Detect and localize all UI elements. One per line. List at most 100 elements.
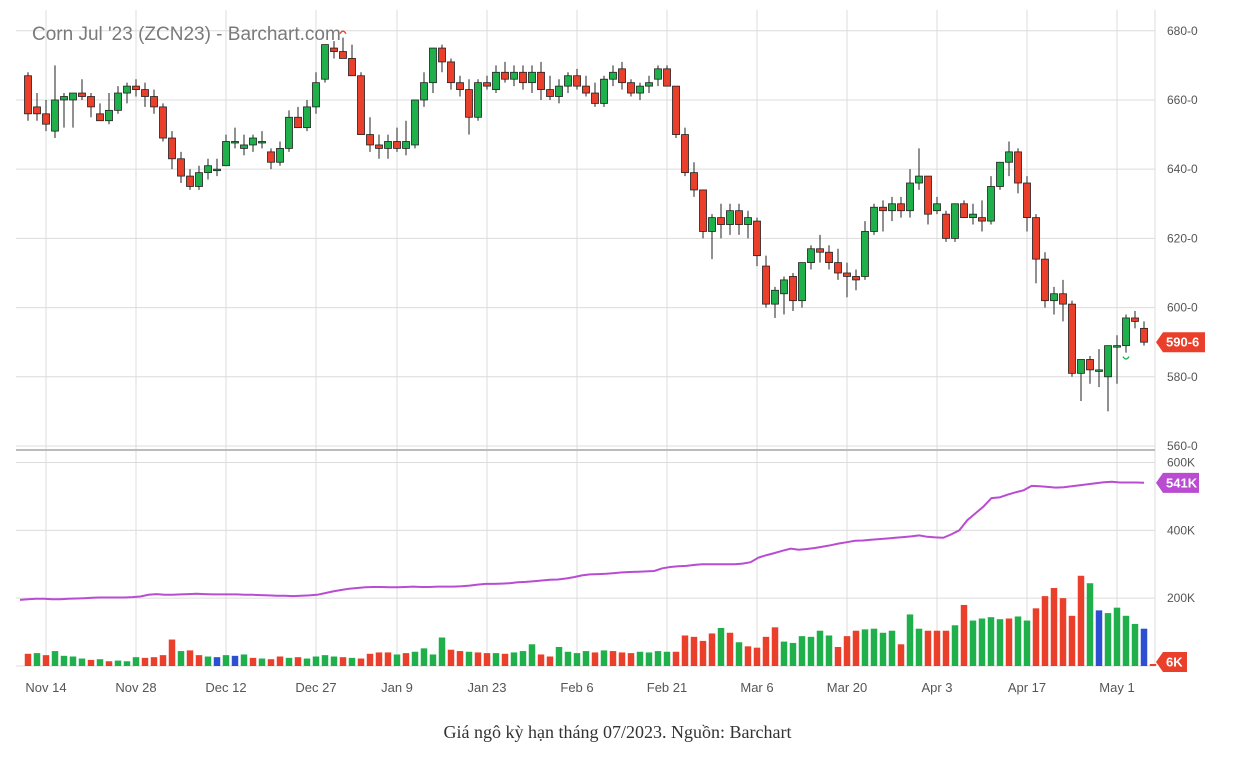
candle-body bbox=[204, 165, 212, 174]
candle-body bbox=[465, 89, 473, 118]
candle bbox=[645, 75, 653, 94]
candle-body bbox=[150, 96, 158, 108]
candle-body bbox=[51, 99, 59, 132]
volume-bar bbox=[69, 656, 77, 666]
volume-bar bbox=[555, 647, 563, 666]
candle bbox=[573, 68, 581, 90]
chart-background bbox=[0, 0, 1235, 700]
candle bbox=[168, 131, 176, 170]
candle-body bbox=[978, 217, 986, 222]
candle bbox=[195, 165, 203, 190]
volume-bar bbox=[393, 654, 401, 666]
candle bbox=[798, 262, 806, 308]
volume-bar bbox=[897, 644, 905, 666]
volume-bar bbox=[429, 654, 437, 666]
candle bbox=[636, 82, 644, 100]
candle bbox=[483, 75, 491, 90]
candle-body bbox=[951, 203, 959, 239]
candle-body bbox=[24, 75, 32, 115]
x-tick-label: Jan 23 bbox=[467, 680, 506, 695]
lower-tick-label: 400K bbox=[1167, 523, 1195, 537]
candle-body bbox=[717, 217, 725, 225]
candle bbox=[546, 75, 554, 100]
volume-bar bbox=[627, 653, 635, 666]
volume-bar bbox=[1005, 618, 1013, 666]
volume-bar bbox=[1104, 613, 1112, 666]
candle bbox=[933, 196, 941, 215]
volume-bar bbox=[24, 653, 32, 666]
candle-body bbox=[960, 203, 968, 219]
candle bbox=[177, 151, 185, 184]
volume-bar bbox=[672, 651, 680, 666]
candle-body bbox=[384, 141, 392, 149]
chart-title: Corn Jul '23 (ZCN23) - Barchart.com bbox=[32, 24, 341, 45]
candle-body bbox=[1122, 317, 1130, 347]
candle-body bbox=[645, 82, 653, 87]
volume-bar bbox=[1068, 615, 1076, 666]
candle-body bbox=[1041, 258, 1049, 302]
volume-bar bbox=[96, 659, 104, 666]
candle bbox=[366, 117, 374, 152]
candle-body bbox=[42, 113, 50, 125]
volume-bar bbox=[276, 656, 284, 666]
axis-layer: Nov 14 Nov 28 Dec 12 Dec 27 Jan 9 Jan 23 Feb 6… bbox=[25, 24, 1205, 695]
volume-bar bbox=[1023, 620, 1031, 666]
x-tick-label: Apr 17 bbox=[1008, 680, 1046, 695]
candle bbox=[447, 58, 455, 90]
candle-body bbox=[1032, 217, 1040, 260]
candle-body bbox=[168, 137, 176, 160]
candle bbox=[402, 120, 410, 156]
volume-bar bbox=[582, 651, 590, 666]
candle-body bbox=[1077, 359, 1085, 374]
open-interest-line bbox=[19, 480, 1145, 601]
volume-bar bbox=[573, 653, 581, 666]
candle bbox=[1050, 286, 1058, 315]
candle-body bbox=[240, 144, 248, 149]
volume-bar bbox=[789, 642, 797, 666]
volume-bar bbox=[888, 630, 896, 666]
x-tick-label: Jan 9 bbox=[381, 680, 413, 695]
price-tick-label: 600-0 bbox=[1167, 301, 1198, 315]
candle-body bbox=[114, 92, 122, 111]
candle bbox=[717, 203, 725, 239]
candle-body bbox=[600, 78, 608, 104]
volume-bar bbox=[654, 651, 662, 666]
volume-bar bbox=[951, 625, 959, 666]
candle-body bbox=[231, 141, 239, 144]
volume-bar bbox=[1077, 575, 1085, 666]
price-tick-label: 640-0 bbox=[1167, 162, 1198, 176]
candle bbox=[627, 79, 635, 97]
candle bbox=[123, 82, 131, 104]
candle-body bbox=[906, 182, 914, 212]
volume-bar bbox=[744, 646, 752, 666]
candle-body bbox=[861, 231, 869, 277]
volume-bar bbox=[150, 657, 158, 666]
volume-bar bbox=[1149, 663, 1157, 666]
candle-body bbox=[474, 82, 482, 118]
candle bbox=[438, 44, 446, 73]
candle bbox=[672, 85, 680, 139]
candle-body bbox=[1104, 345, 1112, 378]
candle bbox=[861, 221, 869, 280]
candle-body bbox=[762, 265, 770, 305]
candle bbox=[978, 200, 986, 232]
candle bbox=[519, 65, 527, 90]
candle-body bbox=[1113, 345, 1121, 348]
volume-bar bbox=[330, 656, 338, 666]
candle-body bbox=[816, 248, 824, 253]
candle bbox=[330, 41, 338, 59]
volume-bar bbox=[159, 655, 167, 666]
volume-bar bbox=[132, 657, 140, 666]
volume-bar bbox=[1122, 615, 1130, 666]
candle-body bbox=[123, 85, 131, 94]
candle-body bbox=[1059, 293, 1067, 305]
candlestick-layer bbox=[24, 30, 1148, 412]
candle-body bbox=[69, 92, 77, 101]
price-tick-label: 680-0 bbox=[1167, 24, 1198, 38]
candle bbox=[375, 134, 383, 159]
price-tick-label: 620-0 bbox=[1167, 231, 1198, 245]
volume-bar bbox=[492, 653, 500, 666]
volume-bar bbox=[960, 604, 968, 666]
candle-body bbox=[1131, 317, 1139, 322]
candle bbox=[753, 217, 761, 267]
